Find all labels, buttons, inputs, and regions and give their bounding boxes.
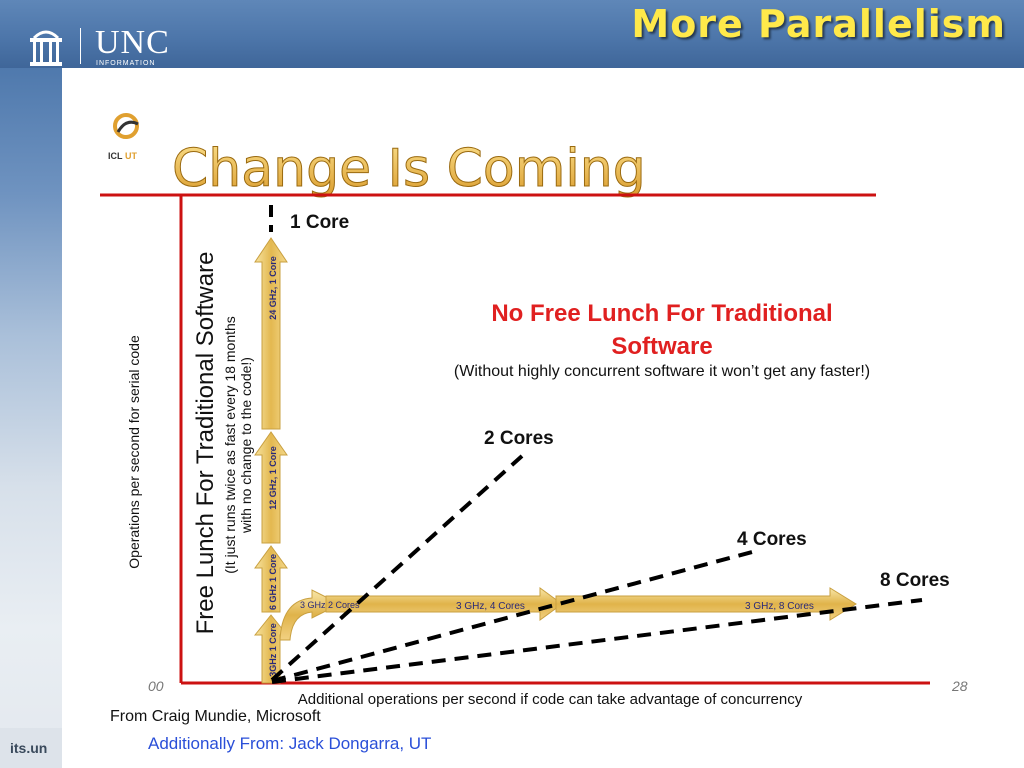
header-bar [0, 0, 1024, 68]
logo-subtext: INFORMATION [96, 60, 156, 67]
arrow-label-24ghz: 24 GHz, 1 Core [268, 256, 278, 320]
left-decorative-band [0, 68, 62, 768]
logo-divider [80, 28, 81, 64]
free-lunch-title: Free Lunch For Traditional Software [192, 252, 219, 635]
additional-source-caption: Additionally From: Jack Dongarra, UT [148, 734, 432, 753]
y-axis-label: Operations per second for serial code [126, 335, 142, 569]
horizontal-growth-arrow [279, 587, 857, 641]
no-free-lunch-title-line1: No Free Lunch For Traditional [491, 300, 832, 327]
arrow-label-2cores: 3 GHz 2 Cores [300, 600, 360, 610]
slide-title: More Parallelism [631, 2, 1006, 46]
arrow-segment-4cores [325, 587, 563, 621]
two-cores-label: 2 Cores [484, 428, 554, 449]
arrow-segment-8cores [555, 587, 857, 621]
four-cores-label: 4 Cores [737, 529, 807, 550]
arrow-label-3ghz: 3GHz 1 Core [268, 623, 278, 677]
one-core-label: 1 Core [290, 212, 349, 233]
arrow-label-8cores: 3 GHz, 8 Cores [745, 601, 814, 612]
x-axis-end-label: 28 [951, 678, 968, 694]
arrow-label-6ghz: 6 GHz 1 Core [268, 554, 278, 610]
eight-cores-trend-line [271, 598, 923, 684]
x-axis-label: Additional operations per second if code… [298, 691, 803, 708]
vertical-growth-arrow [253, 237, 289, 684]
icl-badge-accent: UT [125, 151, 137, 161]
no-free-lunch-subtitle: (Without highly concurrent software it w… [454, 363, 870, 380]
two-cores-trend-line [270, 454, 524, 682]
free-lunch-subtitle-line2: with no change to the code!) [238, 357, 254, 534]
source-caption: From Craig Mundie, Microsoft [110, 708, 321, 725]
x-axis-start-label: 00 [148, 678, 164, 694]
arrow-segment-24ghz [254, 237, 288, 430]
arrow-segment-6ghz [254, 545, 288, 613]
no-free-lunch-title-line2: Software [611, 333, 712, 360]
arrow-label-12ghz: 12 GHz, 1 Core [268, 446, 278, 510]
footer-strip [0, 728, 62, 768]
arrow-segment-12ghz [254, 431, 288, 544]
logo-text: UNC [95, 24, 170, 61]
icl-badge-text: ICL [108, 151, 123, 161]
figure-heading: Change Is Coming [172, 139, 646, 199]
arrow-label-4cores: 3 GHz, 4 Cores [456, 601, 525, 612]
icl-logo: ICL UT [108, 113, 139, 161]
four-cores-trend-line [271, 550, 753, 683]
footer-site-text: its.un [10, 740, 48, 756]
change-is-coming-diagram: ICL UT Change Is Coming 24 GHz, 1 Core 1… [100, 113, 968, 708]
slide-content: ICL UT Change Is Coming 24 GHz, 1 Core 1… [62, 68, 1024, 768]
eight-cores-label: 8 Cores [880, 570, 950, 591]
free-lunch-subtitle-line1: (It just runs twice as fast every 18 mon… [222, 316, 238, 574]
old-well-icon [30, 30, 62, 66]
